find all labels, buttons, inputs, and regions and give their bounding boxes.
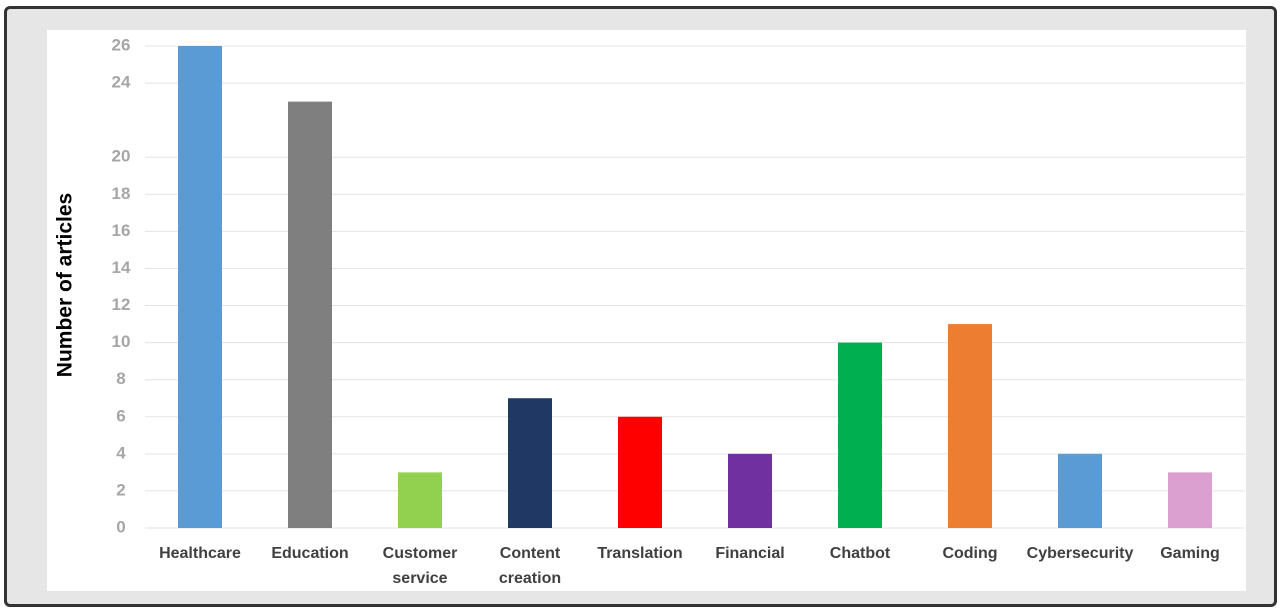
x-tick-label: Healthcare	[159, 545, 241, 562]
x-tick-word: service	[392, 570, 447, 587]
x-tick-word: Chatbot	[830, 545, 891, 562]
y-tick-label: 6	[116, 406, 125, 425]
bar	[398, 472, 442, 528]
bar	[838, 342, 882, 528]
x-tick-label: Translation	[597, 545, 682, 562]
y-tick-label: 2	[116, 480, 125, 499]
y-axis-label: Number of articles	[54, 193, 77, 377]
x-tick-label: Financial	[715, 545, 784, 562]
x-tick-word: Customer	[383, 545, 458, 562]
y-tick-label: 8	[116, 369, 125, 388]
x-tick-word: Cybersecurity	[1027, 545, 1134, 562]
x-tick-label: Cybersecurity	[1027, 545, 1134, 562]
bar	[948, 324, 992, 528]
y-tick-label: 16	[112, 221, 131, 240]
y-tick-label: 12	[112, 295, 131, 314]
bar	[178, 46, 222, 528]
y-tick-label: 14	[112, 258, 131, 277]
x-tick-label: Content creation	[499, 545, 561, 587]
y-tick-label: 18	[112, 184, 131, 203]
bar	[508, 398, 552, 528]
y-tick-label: 26	[112, 35, 131, 54]
y-tick-label: 4	[116, 443, 126, 462]
x-tick-word: Content	[500, 545, 561, 562]
x-tick-label: Customer service	[383, 545, 458, 587]
bar	[1168, 472, 1212, 528]
x-tick-word: Healthcare	[159, 545, 241, 562]
x-tick-word: Financial	[715, 545, 784, 562]
x-tick-word: Coding	[942, 545, 997, 562]
x-tick-word: creation	[499, 570, 561, 587]
x-tick-word: Translation	[597, 545, 682, 562]
y-tick-label: 10	[112, 332, 131, 351]
y-tick-label: 0	[116, 517, 125, 536]
bar	[1058, 453, 1102, 528]
bar	[728, 453, 772, 528]
x-tick-word: Education	[271, 545, 348, 562]
x-tick-label: Coding	[942, 545, 997, 562]
x-tick-label: Education	[271, 545, 348, 562]
bar	[618, 416, 662, 528]
x-tick-word: Gaming	[1160, 545, 1220, 562]
x-tick-label: Chatbot	[830, 545, 891, 562]
y-tick-label: 20	[112, 147, 131, 166]
x-tick-label: Gaming	[1160, 545, 1220, 562]
y-tick-label: 24	[112, 73, 131, 92]
bar	[288, 101, 332, 528]
